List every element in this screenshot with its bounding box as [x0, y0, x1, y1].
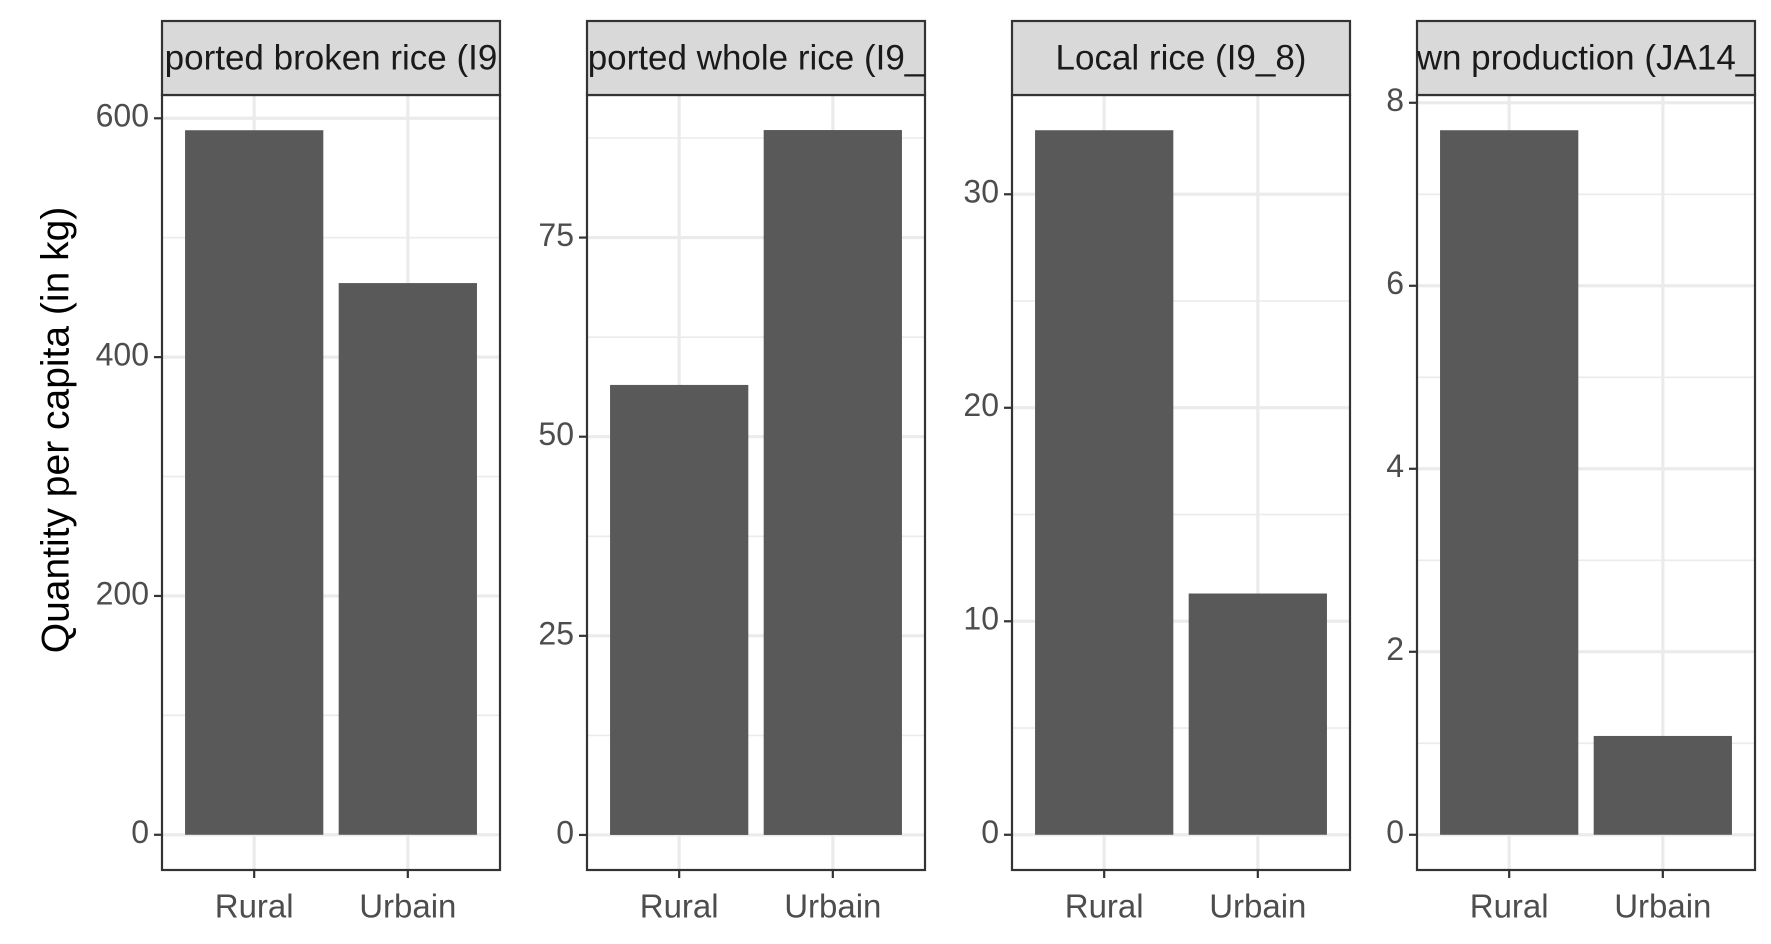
- facet-strip-label: ported broken rice (I9: [165, 38, 498, 77]
- bar-rural: [1035, 130, 1174, 835]
- y-tick-label: 30: [963, 174, 999, 210]
- x-tick-label: Urbain: [1209, 888, 1306, 925]
- y-tick-label: 200: [96, 575, 149, 611]
- y-tick-label: 50: [538, 416, 574, 452]
- bar-urbain: [1593, 735, 1732, 835]
- y-tick-label: 0: [981, 814, 999, 850]
- x-tick-label: Urbain: [1614, 888, 1711, 925]
- y-tick-label: 400: [96, 337, 149, 373]
- x-tick-label: Rural: [1470, 888, 1549, 925]
- y-tick-label: 20: [963, 387, 999, 423]
- facet-strip: [1010, 19, 1352, 97]
- bar-rural: [185, 130, 324, 835]
- facet-strip-label: Local rice (I9_8): [1056, 38, 1307, 77]
- bar-rural: [610, 384, 749, 835]
- facet-strip-label: wn production (JA14_: [1416, 38, 1756, 77]
- y-tick-label: 2: [1386, 631, 1404, 667]
- y-tick-label: 8: [1386, 82, 1404, 118]
- y-tick-label: 0: [131, 814, 149, 850]
- bar-urbain: [763, 130, 902, 835]
- y-tick-label: 4: [1386, 448, 1404, 484]
- y-tick-label: 600: [96, 98, 149, 134]
- y-axis-title: Quantity per capita (in kg): [34, 207, 77, 654]
- y-tick-label: 75: [538, 217, 574, 253]
- x-tick-label: Urbain: [784, 888, 881, 925]
- x-tick-label: Rural: [640, 888, 719, 925]
- facet-panel-2: ported whole rice (I9_ 0 25 50 75 Rural Urbain: [538, 19, 927, 925]
- facet-panel-4: wn production (JA14_ 0 2 4 6 8 Rural Urbain: [1386, 19, 1757, 925]
- facet-strip-label: ported whole rice (I9_: [588, 38, 925, 77]
- y-tick-label: 0: [1386, 814, 1404, 850]
- x-tick-label: Rural: [1065, 888, 1144, 925]
- facet-panel-1: ported broken rice (I9 0 200 400 600 Rural Urb…: [96, 19, 502, 925]
- bar-urbain: [338, 283, 477, 835]
- y-tick-label: 6: [1386, 265, 1404, 301]
- y-tick-label: 25: [538, 615, 574, 651]
- facet-strip: [585, 19, 927, 97]
- y-tick-label: 0: [556, 814, 574, 850]
- facet-panel-3: Local rice (I9_8) 0 10 20 30 Rural Urbain: [963, 19, 1352, 925]
- bar-urbain: [1188, 593, 1327, 835]
- facet-strip: [160, 19, 502, 97]
- x-tick-label: Urbain: [359, 888, 456, 925]
- bar-rural: [1440, 130, 1579, 835]
- y-tick-label: 10: [963, 601, 999, 637]
- facet-strip: [1415, 19, 1757, 97]
- x-tick-label: Rural: [215, 888, 294, 925]
